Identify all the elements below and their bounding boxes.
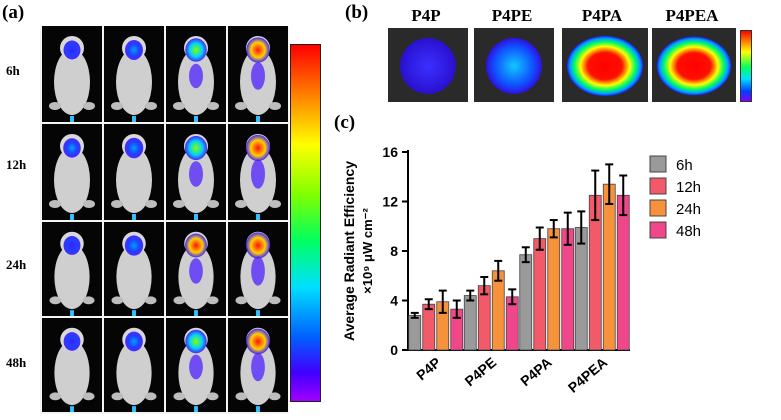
exvivo-col-header: P4P	[411, 6, 441, 25]
y-axis-unit-label: ×10⁹ μW cm⁻²	[360, 208, 375, 294]
mouse-image	[166, 124, 226, 220]
exvivo-col-header: P4PA	[581, 6, 623, 25]
grid-row-label: 48h	[6, 355, 27, 370]
mouse-image	[104, 26, 164, 122]
mouse-image	[104, 124, 164, 220]
mouse-image	[42, 26, 102, 122]
bar	[422, 303, 436, 351]
bar	[408, 314, 422, 351]
y-tick-label: 12	[382, 194, 398, 210]
y-tick-label: 16	[382, 144, 398, 160]
x-tick-label: P4PA	[517, 354, 555, 389]
mouse-image	[228, 124, 288, 220]
panel-a-label: (a)	[2, 2, 25, 23]
mouse-image	[42, 124, 102, 220]
grid-row-label: 24h	[6, 257, 27, 272]
mouse-image	[166, 26, 226, 122]
bar	[616, 194, 630, 351]
legend-label: 48h	[676, 223, 701, 240]
organ-image	[562, 28, 648, 102]
in-vivo-colorbar	[290, 44, 321, 402]
mouse-image	[166, 222, 226, 316]
legend-label: 24h	[676, 201, 701, 218]
legend-label: 6h	[676, 157, 693, 174]
mouse-image	[42, 318, 102, 412]
x-tick-label: P4PEA	[565, 354, 610, 396]
grid-row-label: 6h	[6, 63, 20, 78]
mouse-image	[228, 318, 288, 412]
legend-swatch	[649, 199, 667, 217]
grid-row-label: 12h	[6, 157, 27, 172]
bar	[602, 183, 616, 351]
exvivo-col-header: P4PE	[491, 6, 533, 25]
legend-swatch	[649, 177, 667, 195]
bar	[463, 295, 477, 351]
bar	[533, 238, 547, 351]
mouse-image	[104, 318, 164, 412]
panel-c-label: (c)	[334, 112, 356, 133]
y-tick-label: 0	[390, 342, 398, 358]
legend-swatch	[649, 155, 667, 173]
mouse-image	[228, 222, 288, 316]
legend-label: 12h	[676, 179, 701, 196]
organ-image	[388, 28, 468, 102]
bar	[547, 228, 561, 351]
exvivo-colorbar	[740, 30, 752, 102]
legend-swatch	[649, 221, 667, 239]
y-tick-label: 4	[390, 293, 398, 309]
mouse-image	[228, 26, 288, 122]
y-axis-label: Average Radiant Efficiency	[341, 161, 357, 341]
mouse-image	[42, 222, 102, 316]
mouse-image	[104, 222, 164, 316]
bar	[561, 228, 575, 351]
exvivo-col-header: P4PEA	[665, 6, 719, 25]
bar	[491, 270, 505, 351]
y-tick-label: 8	[390, 243, 398, 259]
bar	[519, 254, 533, 351]
organ-image	[652, 28, 736, 102]
x-tick-label: P4PE	[461, 354, 499, 389]
x-tick-label: P4P	[413, 354, 444, 383]
mouse-image	[166, 318, 226, 412]
bar-chart: 0 4 8 12 16 Average Radiant Efficiency ×10⁹ μW…	[341, 144, 701, 396]
panel-b-label: (b)	[345, 2, 369, 23]
bar	[574, 227, 588, 351]
organ-image	[474, 28, 554, 102]
